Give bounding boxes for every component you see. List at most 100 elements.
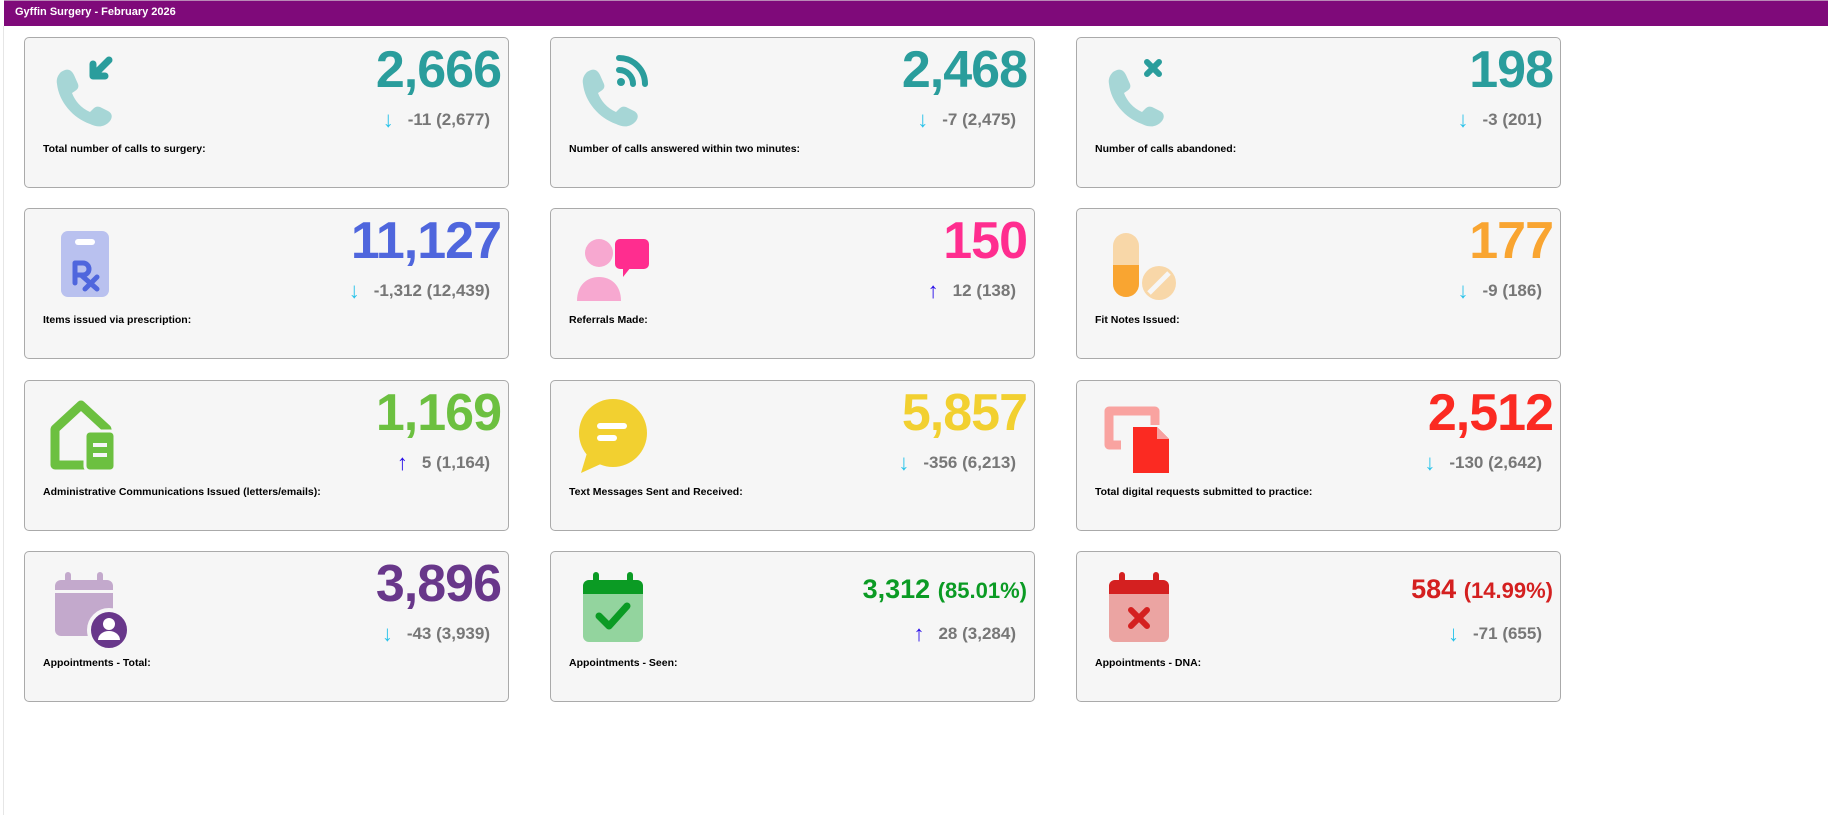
kpi-change-value: -1,312 [373, 281, 422, 300]
kpi-card: 2,468 ↓ -7 (2,475) Number of calls answer… [550, 37, 1035, 188]
kpi-value-number: 1,169 [375, 384, 502, 442]
kpi-previous-value: (3,284) [962, 624, 1016, 643]
kpi-card: 177 ↓ -9 (186) Fit Notes Issued: [1076, 208, 1561, 359]
arrow-down-icon: ↓ [1448, 621, 1459, 646]
kpi-previous-value: (1,164) [436, 453, 490, 472]
kpi-value: 5,857 [901, 383, 1028, 443]
phone-abandoned-icon [1108, 59, 1164, 127]
arrow-down-icon: ↓ [381, 621, 393, 646]
digital-request-icon [1104, 406, 1169, 473]
kpi-change-value: -7 [942, 110, 958, 129]
kpi-change-value: -43 [406, 624, 432, 643]
kpi-label: Number of calls abandoned: [1095, 143, 1237, 155]
kpi-value: 150 [943, 211, 1028, 271]
arrow-up-icon: ↑ [913, 621, 925, 646]
divider [3, 26, 4, 815]
kpi-change-value: 5 [421, 453, 432, 472]
kpi-label: Total digital requests submitted to prac… [1095, 486, 1313, 498]
kpi-previous-value: (2,475) [962, 110, 1016, 129]
kpi-card: 2,512 ↓ -130 (2,642) Total digital reques… [1076, 380, 1561, 531]
kpi-value-number: 5,857 [901, 384, 1028, 442]
kpi-percent: (14.99%) [1463, 578, 1553, 603]
kpi-value: 584 (14.99%) [1411, 574, 1553, 605]
kpi-change: ↓ -71 (655) [1448, 621, 1542, 647]
header-bar: Gyffin Surgery - February 2026 [4, 0, 1828, 26]
kpi-label: Fit Notes Issued: [1095, 314, 1180, 326]
kpi-label: Appointments - Total: [43, 657, 151, 669]
kpi-value-number: 150 [943, 212, 1028, 270]
kpi-value-number: 584 [1411, 574, 1457, 604]
kpi-change: ↓ -7 (2,475) [917, 107, 1016, 133]
kpi-value: 177 [1469, 211, 1554, 271]
kpi-value: 2,666 [375, 40, 502, 100]
arrow-down-icon: ↓ [917, 107, 929, 132]
kpi-label: Appointments - DNA: [1095, 657, 1202, 669]
kpi-previous-value: (138) [976, 281, 1016, 300]
kpi-previous-value: (201) [1502, 110, 1542, 129]
kpi-change: ↓ -9 (186) [1457, 278, 1542, 304]
kpi-card: 584 (14.99%) ↓ -71 (655) Appointments - D… [1076, 551, 1561, 702]
kpi-label: Administrative Communications Issued (le… [43, 486, 321, 498]
kpi-value-number: 3,896 [375, 555, 502, 613]
mail-house-icon [50, 400, 117, 473]
kpi-value: 3,896 [375, 554, 502, 614]
kpi-change: ↓ -130 (2,642) [1424, 450, 1542, 476]
phone-incoming-icon [56, 56, 113, 127]
arrow-down-icon: ↓ [1457, 278, 1469, 303]
kpi-previous-value: (3,939) [436, 624, 490, 643]
kpi-label: Appointments - Seen: [569, 657, 678, 669]
kpi-card: 3,896 ↓ -43 (3,939) Appointments - Total: [24, 551, 509, 702]
kpi-card: 3,312 (85.01%) ↑ 28 (3,284) Appointments … [550, 551, 1035, 702]
chat-bubble-icon [579, 399, 647, 473]
kpi-value: 3,312 (85.01%) [863, 574, 1027, 605]
kpi-change: ↓ -1,312 (12,439) [349, 278, 490, 304]
kpi-change-value: -11 [407, 110, 432, 129]
kpi-previous-value: (655) [1502, 624, 1542, 643]
doctor-chat-icon [577, 239, 649, 301]
phone-answered-icon [582, 55, 648, 127]
kpi-value: 2,468 [901, 40, 1028, 100]
kpi-value-number: 2,666 [375, 41, 502, 99]
arrow-down-icon: ↓ [1457, 107, 1469, 132]
kpi-value-number: 198 [1469, 41, 1554, 99]
kpi-change-value: 12 [952, 281, 972, 300]
kpi-change: ↓ -356 (6,213) [898, 450, 1016, 476]
pills-icon [1113, 233, 1176, 300]
arrow-down-icon: ↓ [898, 450, 910, 475]
kpi-value-number: 2,512 [1427, 384, 1554, 442]
kpi-label: Number of calls answered within two minu… [569, 143, 801, 155]
kpi-change: ↑ 12 (138) [928, 278, 1016, 304]
kpi-previous-value: (2,642) [1488, 453, 1542, 472]
kpi-change-value: -71 [1473, 624, 1498, 643]
kpi-change: ↓ -43 (3,939) [382, 621, 490, 647]
kpi-value-number: 3,312 [862, 574, 931, 604]
kpi-change: ↑ 28 (3,284) [913, 621, 1016, 647]
kpi-change-value: -130 [1449, 453, 1484, 472]
kpi-value: 1,169 [375, 383, 502, 443]
kpi-value: 198 [1469, 40, 1554, 100]
arrow-down-icon: ↓ [348, 278, 360, 303]
page-title: Gyffin Surgery - February 2026 [15, 6, 176, 18]
kpi-value-number: 177 [1469, 212, 1554, 270]
kpi-label: Items issued via prescription: [43, 314, 192, 326]
kpi-change: ↑ 5 (1,164) [397, 450, 490, 476]
calendar-user-icon [55, 572, 131, 648]
kpi-change: ↓ -3 (201) [1457, 107, 1542, 133]
kpi-previous-value: (186) [1502, 281, 1542, 300]
kpi-change-value: 28 [938, 624, 958, 643]
arrow-down-icon: ↓ [1424, 450, 1436, 475]
kpi-value: 11,127 [351, 211, 502, 271]
kpi-change-value: -3 [1482, 110, 1498, 129]
calendar-check-icon [583, 572, 643, 642]
arrow-down-icon: ↓ [382, 107, 394, 132]
kpi-label: Total number of calls to surgery: [43, 143, 206, 155]
kpi-value-number: 2,468 [901, 41, 1028, 99]
prescription-clipboard-icon [61, 231, 109, 297]
kpi-change: ↓ -11 (2,677) [383, 107, 490, 133]
kpi-card: 5,857 ↓ -356 (6,213) Text Messages Sent a… [550, 380, 1035, 531]
kpi-card: 198 ↓ -3 (201) Number of calls abandoned: [1076, 37, 1561, 188]
kpi-previous-value: (6,213) [962, 453, 1016, 472]
kpi-label: Referrals Made: [569, 314, 648, 326]
arrow-up-icon: ↑ [927, 278, 939, 303]
kpi-label: Text Messages Sent and Received: [569, 486, 743, 498]
